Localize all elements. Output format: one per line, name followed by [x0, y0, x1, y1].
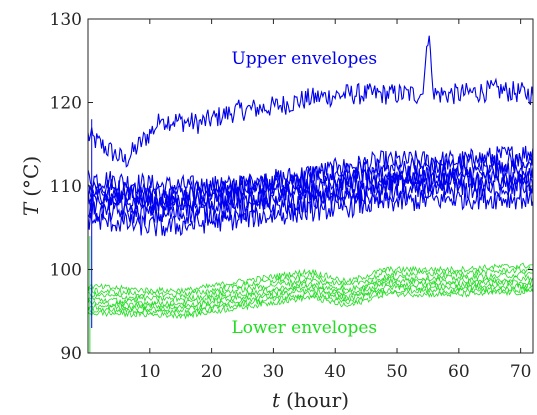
x-tick-label: 20 — [201, 362, 223, 382]
y-tick-label: 130 — [50, 10, 82, 30]
upper-envelopes-annotation: Upper envelopes — [231, 49, 377, 69]
lower-envelopes-annotation: Lower envelopes — [231, 318, 377, 338]
upper-envelope-series-1 — [87, 35, 534, 168]
lower-envelope-series-16 — [87, 288, 534, 320]
upper-envelope-series-6 — [87, 169, 534, 218]
y-axis-unit: (°C) — [19, 156, 43, 197]
lower-envelope-series-14 — [87, 282, 534, 314]
x-tick-label: 10 — [139, 362, 161, 382]
x-tick-label: 60 — [448, 362, 470, 382]
lower-envelope-series-13 — [87, 278, 534, 310]
x-axis-label: t (hour) — [272, 388, 349, 412]
y-tick-label: 110 — [50, 177, 82, 197]
y-tick-label: 120 — [50, 94, 82, 114]
x-tick-label: 30 — [263, 362, 285, 382]
x-axis-unit: (hour) — [286, 388, 349, 412]
y-axis-variable: T — [19, 201, 43, 216]
upper-envelope-series-7 — [87, 176, 534, 227]
ticks-layer: 10 20 30 40 50 60 70 90 100 110 120 130 — [50, 10, 533, 382]
y-axis-label: T (°C) — [19, 156, 43, 216]
x-axis-variable: t — [272, 388, 281, 412]
x-tick-label: 70 — [510, 362, 532, 382]
upper-envelope-series-8 — [87, 188, 534, 237]
y-tick-label: 90 — [60, 344, 82, 364]
lower-envelope-series-11 — [87, 271, 534, 303]
x-tick-label: 40 — [324, 362, 346, 382]
series-layer — [87, 35, 534, 353]
y-tick-label: 100 — [50, 261, 82, 281]
x-tick-label: 50 — [386, 362, 408, 382]
lower-envelope-series-10 — [87, 265, 534, 299]
upper-envelope-series-2 — [87, 145, 534, 197]
